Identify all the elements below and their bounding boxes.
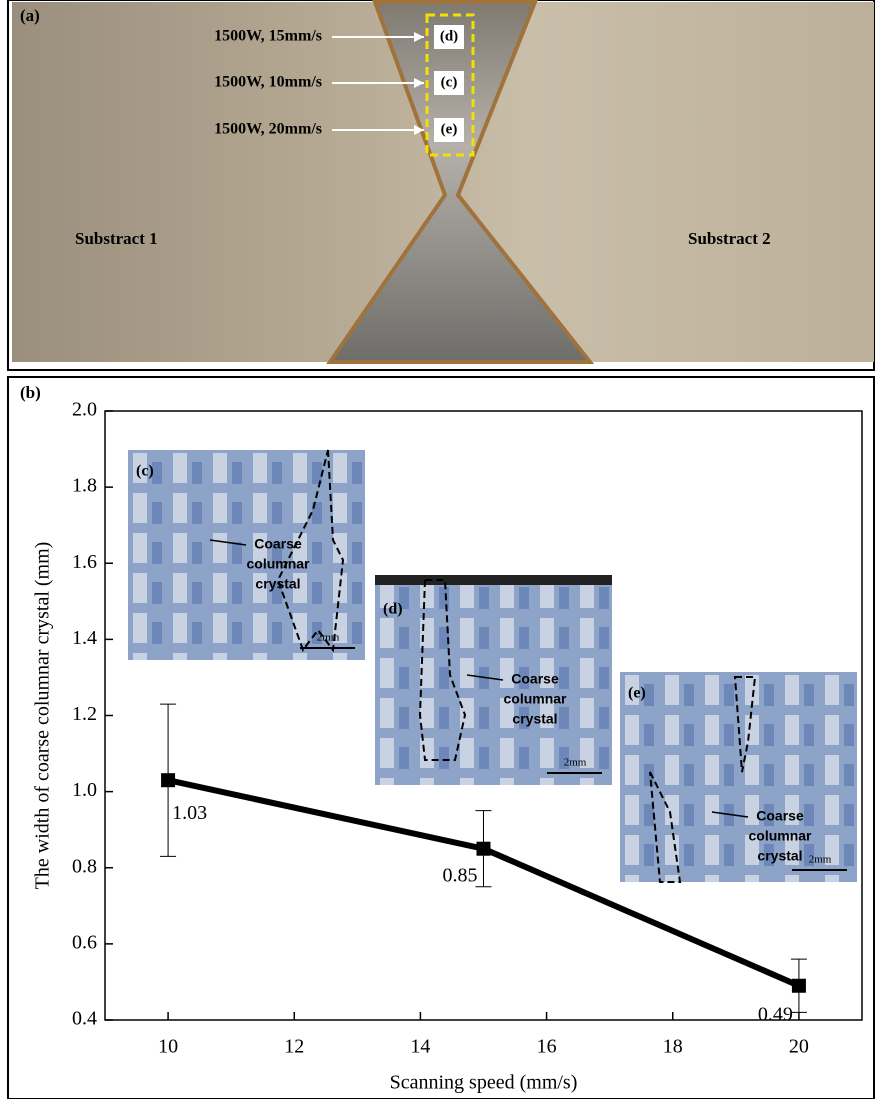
inset-annotation: columnar — [246, 556, 310, 572]
x-tick-label: 20 — [789, 1036, 809, 1058]
box-label: (e) — [441, 121, 458, 137]
inset-annotation: crystal — [757, 848, 802, 864]
annotation: 1500W, 20mm/s — [214, 121, 322, 138]
x-tick-label: 18 — [663, 1036, 683, 1058]
inset: (c) Coarse columnar crystal 2mm — [128, 450, 365, 660]
scale-label: 2mm — [317, 632, 340, 644]
inset-annotation: Coarse — [756, 808, 804, 824]
inset-label: (e) — [628, 685, 646, 702]
region-label: Substract 2 — [688, 229, 771, 248]
figure: (a) 1500W, 15mm/s (d) 1500W, 10mm/s (c) 1500W… — [0, 0, 875, 1099]
y-tick-label: 1.2 — [72, 703, 97, 725]
inset-edge — [375, 575, 612, 585]
inset-label: (c) — [136, 463, 154, 480]
inset-annotation: crystal — [255, 576, 300, 592]
value-label: 0.49 — [758, 1003, 793, 1025]
y-tick-label: 1.0 — [72, 779, 97, 801]
y-tick-label: 0.6 — [72, 931, 97, 953]
x-tick-label: 16 — [537, 1036, 557, 1058]
inset-annotation: Coarse — [254, 536, 302, 552]
y-tick-label: 1.6 — [72, 551, 97, 573]
inset-image — [375, 575, 612, 785]
scale-label: 2mm — [809, 854, 832, 866]
region-label: Substract 1 — [75, 229, 158, 248]
inset: (e) Coarse columnar crystal 2mm — [620, 672, 857, 882]
inset-annotation: Coarse — [511, 671, 559, 687]
box-label: (d) — [440, 28, 458, 44]
x-tick-label: 10 — [158, 1036, 178, 1058]
inset: (d) Coarse columnar crystal 2mm — [375, 575, 612, 785]
value-label: 1.03 — [172, 802, 207, 824]
x-tick-label: 14 — [410, 1036, 430, 1058]
y-tick-label: 0.8 — [72, 855, 97, 877]
value-label: 0.85 — [443, 864, 478, 886]
x-axis-label: Scanning speed (mm/s) — [390, 1072, 578, 1094]
y-tick-label: 1.8 — [72, 475, 97, 497]
x-tick-label: 12 — [284, 1036, 304, 1058]
inset-annotation: columnar — [748, 828, 812, 844]
y-tick-label: 1.4 — [72, 627, 97, 649]
marker — [161, 773, 175, 787]
annotation: 1500W, 15mm/s — [214, 28, 322, 45]
marker — [477, 842, 491, 856]
panel-label: (b) — [20, 383, 41, 402]
inset-label: (d) — [383, 601, 403, 618]
panel-label: (a) — [20, 6, 40, 25]
y-tick-label: 2.0 — [72, 399, 97, 421]
inset-annotation: columnar — [503, 691, 567, 707]
inset-annotation: crystal — [512, 711, 557, 727]
marker — [792, 979, 806, 993]
annotation: 1500W, 10mm/s — [214, 74, 322, 91]
y-axis-label: The width of coarse columnar crystal (mm… — [32, 542, 54, 890]
inset-image — [620, 672, 857, 882]
y-tick-label: 0.4 — [72, 1008, 97, 1030]
box-label: (c) — [441, 74, 458, 90]
scale-label: 2mm — [564, 757, 587, 769]
